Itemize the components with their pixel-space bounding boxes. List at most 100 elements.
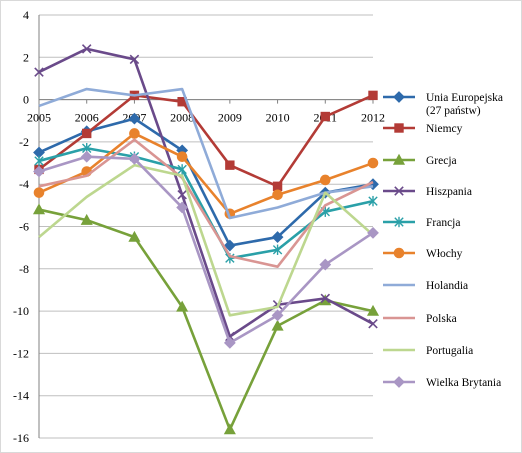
legend-item-7: Polska [383, 313, 457, 325]
marker-stroke [394, 186, 404, 196]
data-point [177, 164, 187, 175]
data-point [368, 195, 378, 207]
data-point [320, 293, 331, 304]
y-tick-label: -8 [19, 262, 29, 276]
series-9 [33, 150, 379, 349]
legend-item-9: Wielka Brytania [383, 376, 501, 389]
series-line [38, 208, 374, 431]
x-tick-label: 2006 [75, 111, 99, 125]
y-tick-label: 4 [23, 8, 29, 22]
data-point [176, 201, 189, 214]
data-point [271, 231, 284, 243]
data-point [320, 111, 330, 122]
series-8 [38, 163, 374, 317]
legend-label: (27 państw) [426, 105, 481, 117]
data-point [34, 67, 44, 77]
y-tick-label: 2 [23, 50, 29, 64]
data-point [176, 151, 188, 163]
legend-label: Francja [426, 217, 460, 229]
axes: 420-2-4-6-8-10-12-14-1620052006200720082… [13, 8, 385, 445]
x-tick-label: 2005 [27, 111, 51, 125]
data-point [368, 90, 378, 101]
series-line [38, 94, 374, 188]
marker-stroke [177, 190, 187, 200]
series-6 [38, 87, 374, 220]
data-point [33, 165, 45, 178]
series-line [38, 132, 374, 216]
data-point [272, 189, 283, 201]
series-0 [33, 112, 379, 252]
marker-stroke [34, 67, 44, 77]
legend-item-6: Holandia [383, 280, 468, 292]
y-tick-label: -10 [13, 304, 29, 318]
data-point [272, 244, 283, 255]
legend-item-3: Hiszpania [383, 186, 472, 198]
y-tick-label: 0 [23, 93, 29, 107]
data-point [34, 155, 44, 167]
x-tick-label: 2010 [266, 111, 290, 125]
data-point [128, 230, 141, 242]
data-point [128, 112, 141, 125]
data-point [367, 157, 379, 169]
marker-stroke [225, 331, 235, 342]
marker-stroke [81, 44, 92, 54]
data-point [223, 336, 236, 349]
y-tick-label: -16 [13, 431, 29, 445]
data-point [367, 226, 379, 239]
legend-swatch-marker [393, 376, 405, 388]
data-point [271, 309, 284, 322]
marker-stroke [320, 293, 331, 304]
data-point [33, 187, 45, 198]
marker-stroke [368, 319, 378, 329]
legend-swatch-marker [393, 91, 405, 103]
series-2 [32, 203, 380, 435]
series-line [38, 47, 374, 338]
y-tick-label: -12 [13, 346, 29, 360]
y-tick-label: -2 [19, 135, 29, 149]
data-point [319, 174, 331, 186]
series-line [38, 138, 374, 268]
legend-label: Grecja [426, 155, 457, 167]
series-7 [38, 138, 374, 268]
series-line [38, 163, 374, 317]
x-tick-label: 2012 [361, 111, 385, 125]
series-line [38, 155, 374, 345]
legend-item-2: Grecja [383, 153, 457, 167]
legend-label: Portugalia [426, 345, 473, 357]
legend-item-1: Niemcy [383, 123, 463, 135]
data-point [366, 304, 380, 316]
legend-label: Unia Europejska [426, 92, 503, 104]
legend-label: Holandia [426, 280, 468, 292]
data-point [177, 190, 187, 200]
data-point [80, 213, 93, 225]
data-point [223, 239, 236, 252]
series-line [38, 146, 374, 260]
legend-item-5: Włochy [383, 247, 463, 260]
legend-label: Włochy [426, 248, 463, 260]
legend-item-8: Portugalia [383, 345, 473, 357]
data-point [128, 152, 141, 165]
y-tick-label: -6 [19, 220, 29, 234]
legend-swatch-marker [394, 216, 404, 228]
data-point [129, 128, 140, 139]
data-point [271, 319, 284, 331]
legend-swatch-marker [393, 247, 405, 259]
legend-label: Niemcy [426, 123, 463, 135]
data-point [272, 181, 283, 192]
data-point [32, 203, 46, 215]
data-point [223, 423, 236, 435]
y-tick-label: -4 [19, 177, 29, 191]
legend-swatch-marker [392, 153, 406, 165]
y-tick-label: -14 [13, 389, 29, 403]
legend-swatch-marker [394, 186, 404, 196]
series-lines [32, 44, 380, 435]
data-point [225, 160, 235, 170]
data-point [81, 44, 92, 54]
data-point [82, 128, 92, 139]
x-tick-label: 2009 [218, 111, 242, 125]
data-point [80, 150, 93, 163]
legend-label: Wielka Brytania [426, 377, 501, 389]
data-point [129, 54, 140, 65]
data-point [319, 258, 332, 271]
